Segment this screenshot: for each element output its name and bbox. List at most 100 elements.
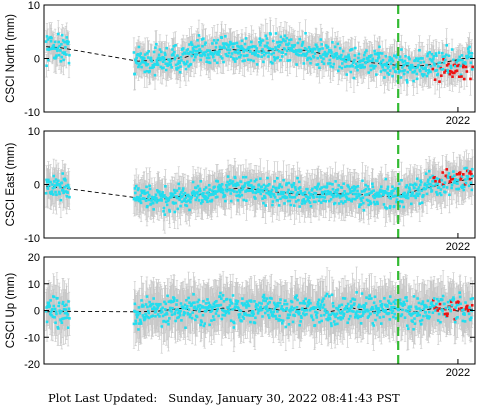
data-point <box>46 35 49 38</box>
data-point <box>300 50 303 53</box>
data-point <box>180 59 183 62</box>
data-point <box>152 66 155 69</box>
data-point <box>371 60 374 63</box>
data-point <box>57 41 60 44</box>
data-point <box>186 48 189 51</box>
data-point <box>445 54 448 57</box>
data-point <box>222 61 225 64</box>
data-point <box>454 65 457 68</box>
data-point <box>363 66 366 69</box>
data-point <box>146 70 149 73</box>
data-point <box>201 45 204 48</box>
data-point <box>209 62 212 65</box>
data-point <box>162 66 165 69</box>
data-point <box>334 46 337 49</box>
data-point <box>191 51 194 54</box>
data-point <box>255 47 258 50</box>
data-point <box>151 60 154 63</box>
data-point <box>429 71 432 74</box>
data-point <box>229 48 232 51</box>
data-point-recent <box>465 66 468 69</box>
data-point <box>351 65 354 68</box>
data-point <box>266 42 269 45</box>
data-point <box>224 35 227 38</box>
data-point <box>328 59 331 62</box>
data-point <box>435 54 438 57</box>
data-point <box>421 57 424 60</box>
data-point <box>358 53 361 56</box>
data-point <box>281 55 284 58</box>
data-point <box>140 66 143 69</box>
data-point <box>215 42 218 45</box>
data-point <box>224 47 227 50</box>
data-point <box>436 73 439 76</box>
data-point <box>211 42 214 45</box>
data-point <box>436 69 439 72</box>
data-point <box>271 62 274 65</box>
data-point <box>143 57 146 60</box>
data-point <box>133 51 136 54</box>
data-point <box>170 60 173 63</box>
data-point <box>231 52 234 55</box>
data-point <box>171 48 174 51</box>
data-point <box>259 44 262 47</box>
data-point <box>345 60 348 63</box>
data-point <box>157 63 160 66</box>
data-point <box>445 44 448 47</box>
data-point <box>320 43 323 46</box>
data-point <box>285 53 288 56</box>
data-point <box>138 46 141 49</box>
data-point <box>213 59 216 62</box>
data-point <box>218 50 221 53</box>
data-point <box>404 55 407 58</box>
data-point <box>461 59 464 62</box>
data-point <box>241 40 244 43</box>
data-point <box>357 57 360 60</box>
data-point-recent <box>466 70 469 73</box>
data-point <box>217 53 220 56</box>
data-point <box>283 48 286 51</box>
data-point <box>179 71 182 74</box>
data-point <box>219 47 222 50</box>
data-point <box>425 69 428 72</box>
data-point <box>252 45 255 48</box>
data-point <box>235 57 238 60</box>
data-point <box>135 57 138 60</box>
data-point <box>313 56 316 59</box>
data-point <box>198 34 201 37</box>
data-point <box>342 50 345 53</box>
data-point-recent <box>440 74 443 77</box>
data-point <box>178 62 181 65</box>
data-point <box>149 67 152 70</box>
data-point <box>60 43 63 46</box>
data-point <box>371 57 374 60</box>
data-point <box>197 45 200 48</box>
data-point <box>286 59 289 62</box>
data-point <box>61 34 64 37</box>
data-point <box>394 71 397 74</box>
data-point <box>384 69 387 72</box>
data-point <box>186 60 189 63</box>
data-point <box>310 58 313 61</box>
data-point <box>294 44 297 47</box>
data-point <box>419 70 422 73</box>
data-point <box>174 44 177 47</box>
data-point-recent <box>438 80 441 83</box>
data-point <box>256 63 259 66</box>
data-point <box>458 56 461 59</box>
data-point <box>387 65 390 68</box>
data-point <box>172 54 175 57</box>
data-point <box>327 46 330 49</box>
data-point <box>280 36 283 39</box>
data-point <box>269 33 272 36</box>
data-point <box>320 56 323 59</box>
data-point <box>285 37 288 40</box>
data-point <box>390 62 393 65</box>
data-point <box>139 52 142 55</box>
data-point <box>466 55 469 58</box>
data-point <box>50 37 53 40</box>
data-point <box>274 46 277 49</box>
data-point <box>263 50 266 53</box>
data-point <box>244 43 247 46</box>
